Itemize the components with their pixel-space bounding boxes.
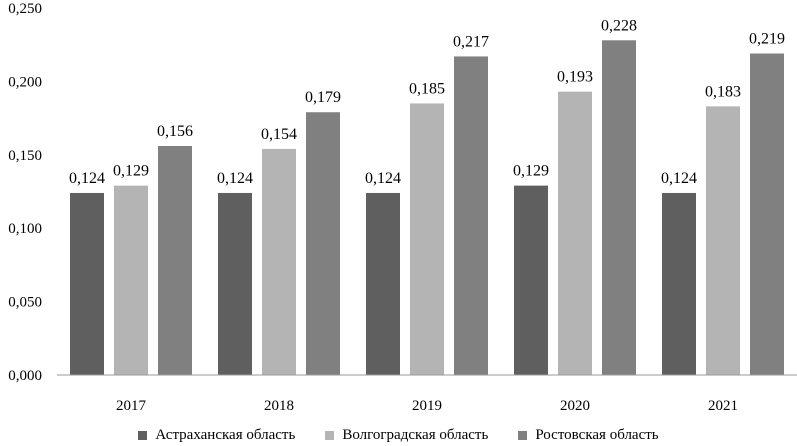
y-tick-label: 0,100	[8, 221, 42, 237]
bar	[366, 192, 400, 375]
x-tick-label: 2017	[116, 398, 147, 414]
y-tick-label: 0,000	[8, 368, 42, 384]
bar	[602, 40, 636, 376]
legend-item-astrakhan: Астраханская область	[138, 427, 295, 444]
bar-value-label: 0,124	[217, 170, 253, 187]
y-axis-ticks: 0,000 0,050 0,100 0,150 0,200 0,250	[8, 1, 42, 384]
legend-swatch-astrakhan	[138, 430, 148, 440]
legend-item-rostov: Ростовская область	[518, 426, 659, 444]
bar-value-label: 0,124	[365, 170, 401, 187]
bar-value-label: 0,124	[69, 170, 105, 187]
bar	[218, 192, 252, 375]
bar-value-label: 0,193	[557, 69, 593, 86]
legend-label-astrakhan: Астраханская область	[155, 426, 296, 443]
x-tick-label: 2019	[412, 398, 442, 414]
bar	[558, 91, 592, 376]
bar	[306, 112, 340, 375]
y-tick-label: 0,250	[8, 1, 42, 17]
bar-value-label: 0,217	[453, 33, 489, 50]
bar-value-label: 0,124	[661, 170, 697, 187]
bar	[750, 53, 784, 376]
category-labels-group: 2017 2018 2019 2020 2021	[116, 398, 738, 414]
bar	[514, 185, 548, 375]
legend: Астраханская область Волгоградская облас…	[0, 424, 797, 446]
bars-group	[70, 40, 784, 376]
bar	[70, 192, 104, 375]
bar-value-label: 0,179	[305, 89, 341, 106]
x-tick-label: 2020	[560, 398, 590, 414]
legend-label-volgograd: Волгоградская область	[342, 426, 489, 443]
bar	[410, 103, 444, 376]
data-labels-group: 0,124 0,129 0,156 0,124 0,154 0,179 0,124 0,185…	[69, 17, 785, 187]
bar	[706, 106, 740, 375]
bar	[114, 185, 148, 375]
bar-value-label: 0,228	[601, 17, 637, 34]
bar-value-label: 0,183	[705, 83, 741, 100]
bar	[262, 148, 296, 375]
bar-value-label: 0,154	[261, 126, 297, 143]
bar-value-label: 0,219	[749, 31, 785, 48]
bar-value-label: 0,129	[513, 163, 549, 180]
bar-value-label: 0,156	[157, 123, 193, 140]
bar	[454, 56, 488, 375]
y-tick-label: 0,050	[8, 295, 42, 311]
y-tick-label: 0,200	[8, 74, 42, 90]
legend-swatch-volgograd	[325, 430, 335, 440]
bar	[662, 192, 696, 375]
bar	[158, 145, 192, 375]
bar-value-label: 0,129	[113, 163, 149, 180]
x-tick-label: 2018	[264, 398, 294, 414]
x-tick-label: 2021	[708, 398, 738, 414]
legend-label-rostov: Ростовская область	[535, 426, 659, 443]
legend-swatch-rostov	[518, 430, 528, 440]
legend-item-volgograd: Волгоградская область	[325, 427, 488, 444]
y-tick-label: 0,150	[8, 148, 42, 164]
bar-value-label: 0,185	[409, 80, 445, 97]
